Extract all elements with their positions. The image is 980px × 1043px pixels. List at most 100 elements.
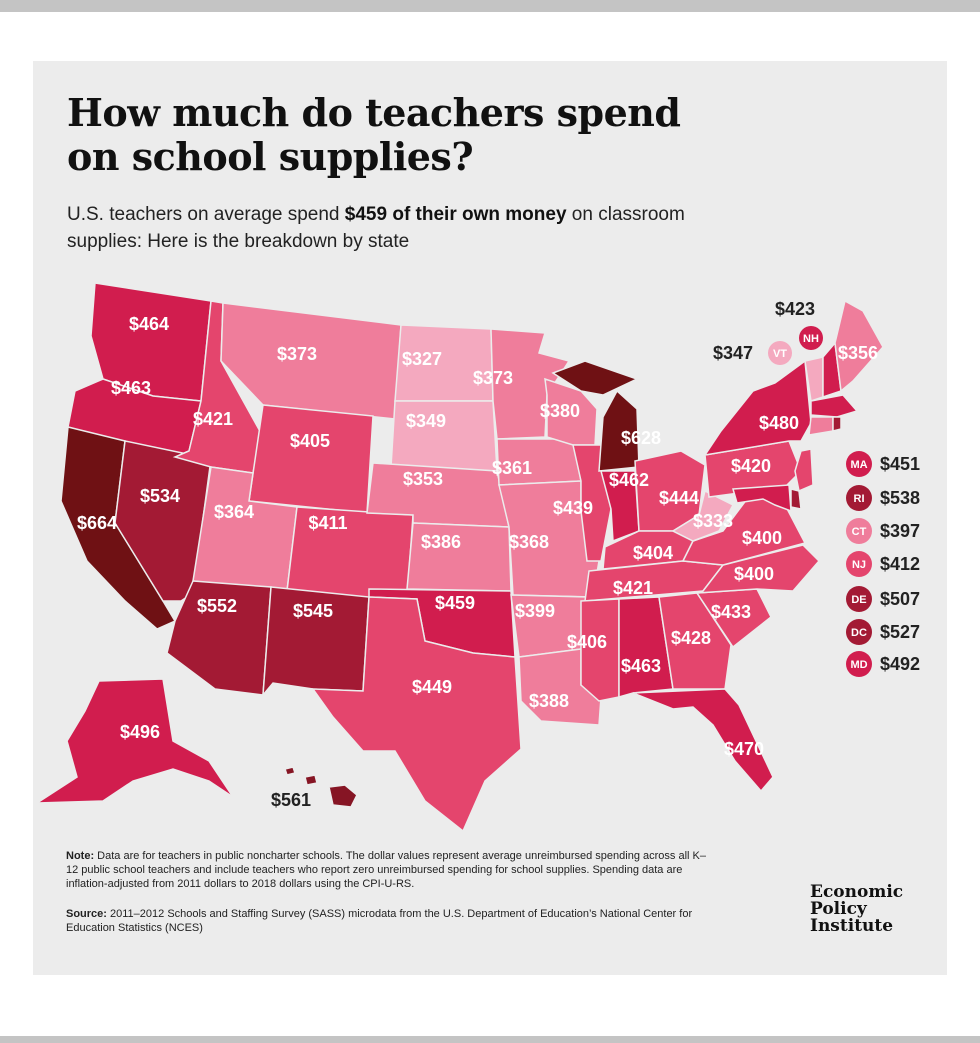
- legend-code-ma: MA: [850, 459, 867, 471]
- legend-value-md: $492: [880, 654, 920, 674]
- state-va[interactable]: [681, 490, 807, 566]
- label-co: $411: [308, 513, 347, 533]
- label-tn: $421: [613, 578, 653, 598]
- label-oh: $444: [659, 488, 699, 508]
- label-tx: $449: [412, 677, 452, 697]
- label-nc: $400: [734, 564, 774, 584]
- label-wa: $464: [129, 314, 169, 334]
- state-nj[interactable]: [794, 448, 814, 493]
- label-ia: $361: [492, 458, 532, 478]
- state-ak[interactable]: [34, 678, 234, 804]
- vt-callout: $347 VT: [713, 341, 792, 365]
- legend-value-ct: $397: [880, 521, 920, 541]
- legend-value-nj: $412: [880, 554, 920, 574]
- legend-item-ct: CT $397: [846, 518, 920, 544]
- logo-line-2: Policy: [810, 899, 867, 919]
- legend-item-md: MD $492: [846, 651, 920, 677]
- us-map: $464 $463 $664 $534 $421 $373 $405 $364 …: [34, 282, 920, 833]
- label-fl: $470: [724, 739, 764, 759]
- state-ri[interactable]: [832, 416, 842, 432]
- state-ny[interactable]: [703, 359, 812, 457]
- state-labels: $464 $463 $664 $534 $421 $373 $405 $364 …: [77, 314, 878, 759]
- nh-callout: $423 NH: [775, 299, 823, 350]
- state-wv[interactable]: [671, 489, 735, 542]
- label-il: $439: [553, 498, 593, 518]
- legend-item-nj: NJ $412: [846, 551, 920, 577]
- state-co[interactable]: [286, 506, 414, 602]
- label-me: $356: [838, 343, 878, 363]
- label-ks: $386: [421, 532, 461, 552]
- vt-badge: [768, 341, 792, 365]
- state-ma[interactable]: [810, 394, 859, 418]
- state-ct[interactable]: [808, 416, 834, 436]
- epi-logo: Economic Policy Institute: [810, 884, 930, 935]
- vt-badge-text: VT: [773, 348, 787, 360]
- source-label: Source:: [66, 908, 107, 920]
- state-fl[interactable]: [632, 688, 774, 793]
- label-la: $388: [529, 691, 569, 711]
- label-sd: $349: [406, 411, 446, 431]
- state-hi[interactable]: [284, 766, 358, 808]
- label-ms: $406: [567, 632, 607, 652]
- legend-code-ct: CT: [852, 526, 867, 538]
- label-ut: $364: [214, 502, 254, 522]
- source-text: Source: 2011–2012 Schools and Staffing S…: [66, 907, 716, 935]
- label-va: $400: [742, 528, 782, 548]
- legend-item-dc: DC $527: [846, 619, 920, 645]
- label-ny: $480: [759, 413, 799, 433]
- label-or: $463: [111, 378, 151, 398]
- legend-code-ri: RI: [854, 493, 865, 505]
- legend-code-de: DE: [851, 594, 866, 606]
- label-ok: $459: [435, 593, 475, 613]
- label-wy: $405: [290, 431, 330, 451]
- state-me[interactable]: [834, 299, 884, 393]
- state-in[interactable]: [600, 470, 640, 543]
- label-az: $552: [197, 596, 237, 616]
- label-mi: $628: [621, 428, 661, 448]
- label-ar: $399: [515, 601, 555, 621]
- state-ga[interactable]: [658, 592, 732, 690]
- legend-code-nj: NJ: [852, 559, 866, 571]
- label-id: $421: [193, 409, 233, 429]
- label-hi: $561: [271, 790, 311, 810]
- note-body: Data are for teachers in public nonchart…: [66, 850, 706, 890]
- label-al: $463: [621, 656, 661, 676]
- label-ca: $664: [77, 513, 117, 533]
- label-sc: $433: [711, 602, 751, 622]
- logo-line-3: Institute: [810, 916, 894, 936]
- label-in: $462: [609, 470, 649, 490]
- legend-code-dc: DC: [851, 627, 867, 639]
- legend-item-de: DE $507: [846, 586, 920, 612]
- legend-value-ma: $451: [880, 454, 920, 474]
- label-mn: $373: [473, 368, 513, 388]
- label-wv: $333: [693, 511, 733, 531]
- subtitle-part1: U.S. teachers on average spend: [67, 204, 345, 225]
- top-border: [0, 0, 980, 12]
- state-mi[interactable]: [551, 360, 640, 472]
- infographic-card: How much do teachers spend on school sup…: [33, 61, 947, 975]
- state-de[interactable]: [790, 488, 802, 510]
- note-label: Note:: [66, 850, 95, 862]
- label-ga: $428: [671, 628, 711, 648]
- legend-item-ma: MA $451: [846, 451, 920, 477]
- subtitle-bold: $459 of their own money: [344, 204, 567, 225]
- state-md[interactable]: [732, 484, 792, 513]
- label-nh: $423: [775, 299, 815, 319]
- label-ne: $353: [403, 469, 443, 489]
- state-wy[interactable]: [248, 404, 374, 514]
- legend-value-ri: $538: [880, 488, 920, 508]
- label-pa: $420: [731, 456, 771, 476]
- subtitle-part2: on classroom supplies: Here is the break…: [67, 204, 685, 252]
- nh-badge: [799, 326, 823, 350]
- state-ms[interactable]: [580, 598, 620, 702]
- label-mo: $368: [509, 532, 549, 552]
- label-vt: $347: [713, 343, 753, 363]
- state-al[interactable]: [618, 596, 674, 698]
- legend-value-dc: $527: [880, 622, 920, 642]
- label-nv: $534: [140, 486, 180, 506]
- label-nm: $545: [293, 601, 333, 621]
- small-states-legend: MA $451 RI $538 CT $397 NJ $412 DE $: [846, 451, 920, 677]
- label-ak: $496: [120, 722, 160, 742]
- legend-code-md: MD: [850, 659, 867, 671]
- state-tx[interactable]: [311, 596, 522, 833]
